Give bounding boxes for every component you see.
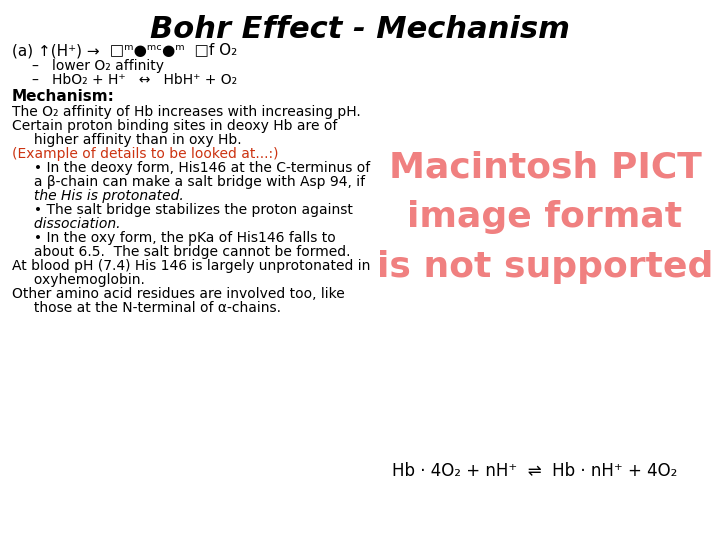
Text: The O₂ affinity of Hb increases with increasing pH.: The O₂ affinity of Hb increases with inc… bbox=[12, 105, 361, 119]
Text: –   HbO₂ + H⁺   ↔   HbH⁺ + O₂: – HbO₂ + H⁺ ↔ HbH⁺ + O₂ bbox=[32, 73, 237, 87]
Text: • In the oxy form, the pKa of His146 falls to: • In the oxy form, the pKa of His146 fal… bbox=[12, 231, 336, 245]
Text: Mechanism:: Mechanism: bbox=[12, 89, 115, 104]
Text: □ᵐ●ᵐᶜ●ᵐ  □f O₂: □ᵐ●ᵐᶜ●ᵐ □f O₂ bbox=[100, 43, 238, 58]
Text: • In the deoxy form, His146 at the C-terminus of: • In the deoxy form, His146 at the C-ter… bbox=[12, 161, 370, 175]
Text: Certain proton binding sites in deoxy Hb are of: Certain proton binding sites in deoxy Hb… bbox=[12, 119, 338, 133]
Text: image format: image format bbox=[408, 200, 683, 234]
Text: is not supported: is not supported bbox=[377, 250, 714, 284]
Text: Bohr Effect - Mechanism: Bohr Effect - Mechanism bbox=[150, 15, 570, 44]
Text: Hb · 4O₂ + nH⁺  ⇌  Hb · nH⁺ + 4O₂: Hb · 4O₂ + nH⁺ ⇌ Hb · nH⁺ + 4O₂ bbox=[392, 462, 678, 480]
Text: Macintosh PICT: Macintosh PICT bbox=[389, 150, 701, 184]
Text: higher affinity than in oxy Hb.: higher affinity than in oxy Hb. bbox=[12, 133, 242, 147]
Text: Other amino acid residues are involved too, like: Other amino acid residues are involved t… bbox=[12, 287, 345, 301]
Text: • The salt bridge stabilizes the proton against: • The salt bridge stabilizes the proton … bbox=[12, 203, 353, 217]
Text: (a) ↑(H⁺) →: (a) ↑(H⁺) → bbox=[12, 43, 99, 58]
Text: the His is protonated.: the His is protonated. bbox=[12, 189, 184, 203]
Text: –   lower O₂ affinity: – lower O₂ affinity bbox=[32, 59, 164, 73]
Text: about 6.5.  The salt bridge cannot be formed.: about 6.5. The salt bridge cannot be for… bbox=[12, 245, 351, 259]
Text: dissociation.: dissociation. bbox=[12, 217, 120, 231]
Text: At blood pH (7.4) His 146 is largely unprotonated in: At blood pH (7.4) His 146 is largely unp… bbox=[12, 259, 370, 273]
Text: a β-chain can make a salt bridge with Asp 94, if: a β-chain can make a salt bridge with As… bbox=[12, 175, 365, 189]
Text: oxyhemoglobin.: oxyhemoglobin. bbox=[12, 273, 145, 287]
Text: (Example of details to be looked at...:): (Example of details to be looked at...:) bbox=[12, 147, 279, 161]
Text: those at the N-terminal of α-chains.: those at the N-terminal of α-chains. bbox=[12, 301, 281, 315]
